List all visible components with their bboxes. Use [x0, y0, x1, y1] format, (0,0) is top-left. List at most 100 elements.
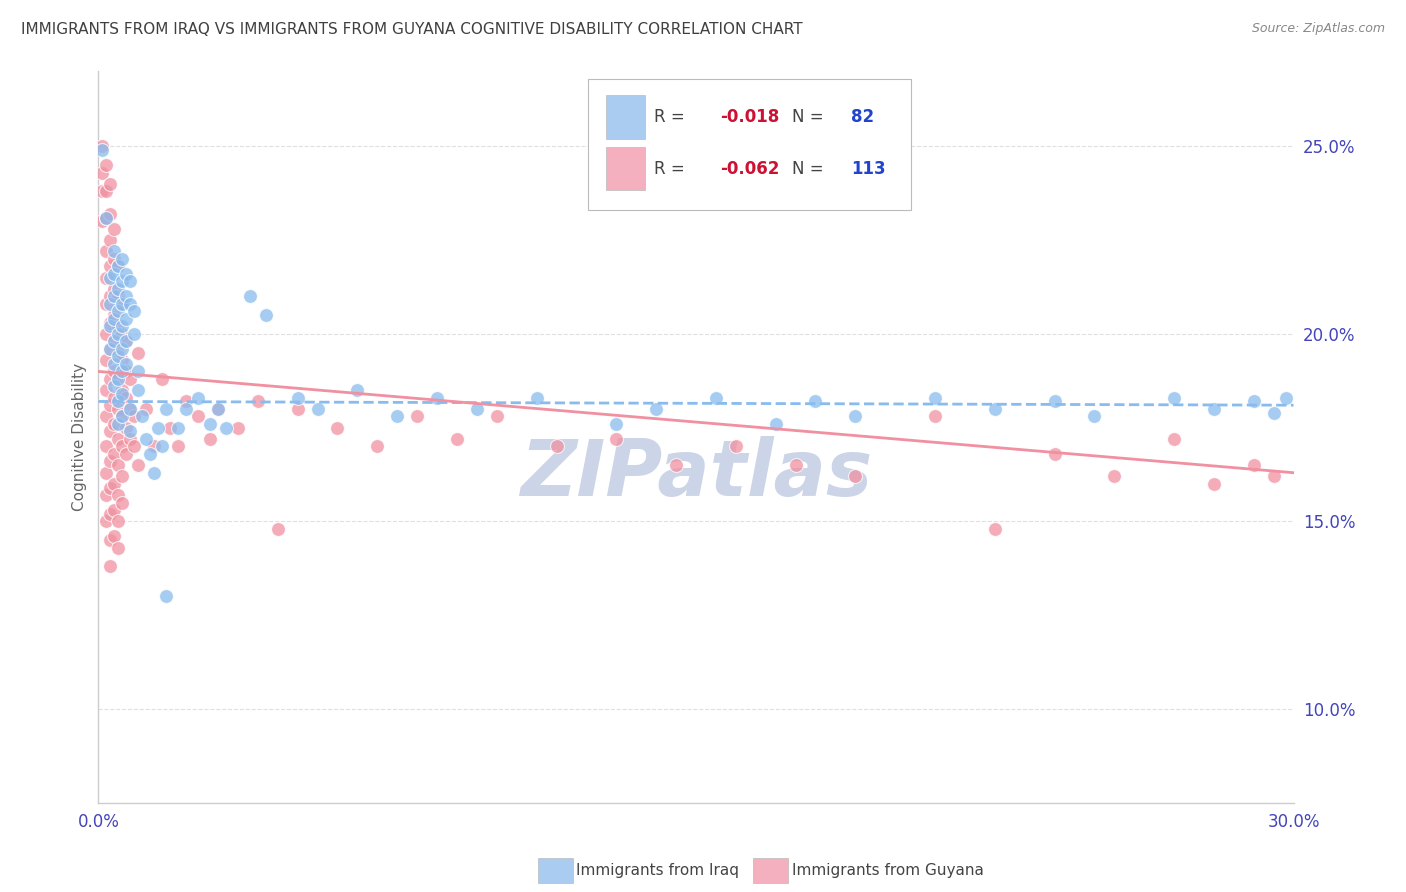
Point: [120, 274, 142, 288]
FancyBboxPatch shape: [589, 78, 911, 211]
Point: [526, 391, 548, 405]
Point: [98, 297, 122, 311]
FancyBboxPatch shape: [606, 146, 644, 190]
Point: [346, 383, 368, 397]
Point: [267, 522, 290, 536]
Point: [150, 372, 173, 386]
Point: [98, 372, 122, 386]
Point: [103, 282, 125, 296]
Point: [96, 326, 118, 341]
Point: [120, 425, 142, 439]
Text: R =: R =: [654, 160, 690, 178]
Point: [96, 353, 118, 368]
Point: [103, 334, 125, 349]
FancyBboxPatch shape: [538, 858, 572, 883]
Point: [124, 304, 146, 318]
Point: [148, 420, 170, 434]
Point: [111, 297, 134, 311]
Point: [96, 409, 118, 424]
Point: [111, 364, 134, 378]
Point: [207, 401, 229, 416]
FancyBboxPatch shape: [606, 95, 644, 138]
Point: [96, 466, 118, 480]
Point: [107, 394, 129, 409]
Text: -0.018: -0.018: [720, 108, 779, 126]
Point: [1202, 401, 1225, 416]
Point: [103, 357, 125, 371]
Point: [1263, 406, 1285, 420]
Point: [103, 334, 125, 349]
Point: [704, 391, 727, 405]
Point: [167, 440, 190, 454]
Point: [98, 260, 122, 274]
Point: [115, 357, 138, 371]
Point: [465, 401, 488, 416]
Point: [239, 289, 262, 303]
Point: [127, 458, 149, 473]
Point: [187, 409, 209, 424]
Text: Immigrants from Iraq: Immigrants from Iraq: [576, 863, 740, 879]
Point: [111, 353, 134, 368]
Point: [115, 289, 138, 303]
Point: [103, 477, 125, 491]
Point: [120, 297, 142, 311]
Point: [143, 466, 166, 480]
Point: [96, 297, 118, 311]
Point: [103, 447, 125, 461]
Point: [198, 432, 221, 446]
Point: [207, 401, 229, 416]
Point: [111, 409, 134, 424]
Point: [98, 177, 122, 191]
Point: [98, 207, 122, 221]
Point: [103, 244, 125, 259]
Point: [96, 185, 118, 199]
Point: [198, 417, 221, 431]
Point: [96, 211, 118, 225]
Point: [96, 383, 118, 397]
Point: [107, 282, 129, 296]
Point: [127, 364, 149, 378]
Point: [98, 454, 122, 468]
Point: [98, 481, 122, 495]
Text: 82: 82: [852, 108, 875, 126]
Point: [91, 143, 114, 157]
Point: [96, 440, 118, 454]
Point: [91, 185, 114, 199]
Point: [98, 319, 122, 334]
Point: [150, 440, 173, 454]
Point: [98, 425, 122, 439]
Point: [107, 458, 129, 473]
Point: [107, 541, 129, 555]
Point: [111, 383, 134, 397]
Point: [111, 387, 134, 401]
Point: [111, 496, 134, 510]
Point: [103, 379, 125, 393]
Point: [1083, 409, 1105, 424]
Point: [98, 342, 122, 356]
Point: [103, 267, 125, 281]
Point: [98, 342, 122, 356]
Point: [115, 364, 138, 378]
Point: [135, 401, 157, 416]
Point: [111, 409, 134, 424]
Point: [1163, 432, 1185, 446]
Point: [111, 326, 134, 341]
Point: [98, 559, 122, 574]
Point: [155, 401, 177, 416]
Point: [98, 398, 122, 412]
Point: [107, 350, 129, 364]
Text: N =: N =: [792, 108, 828, 126]
Point: [924, 409, 946, 424]
Point: [103, 417, 125, 431]
Point: [96, 158, 118, 172]
Point: [287, 391, 309, 405]
Point: [98, 289, 122, 303]
Point: [107, 289, 129, 303]
Point: [446, 432, 468, 446]
Text: 113: 113: [852, 160, 886, 178]
Point: [187, 391, 209, 405]
Point: [385, 409, 409, 424]
Point: [485, 409, 508, 424]
Text: -0.062: -0.062: [720, 160, 779, 178]
Point: [124, 326, 146, 341]
